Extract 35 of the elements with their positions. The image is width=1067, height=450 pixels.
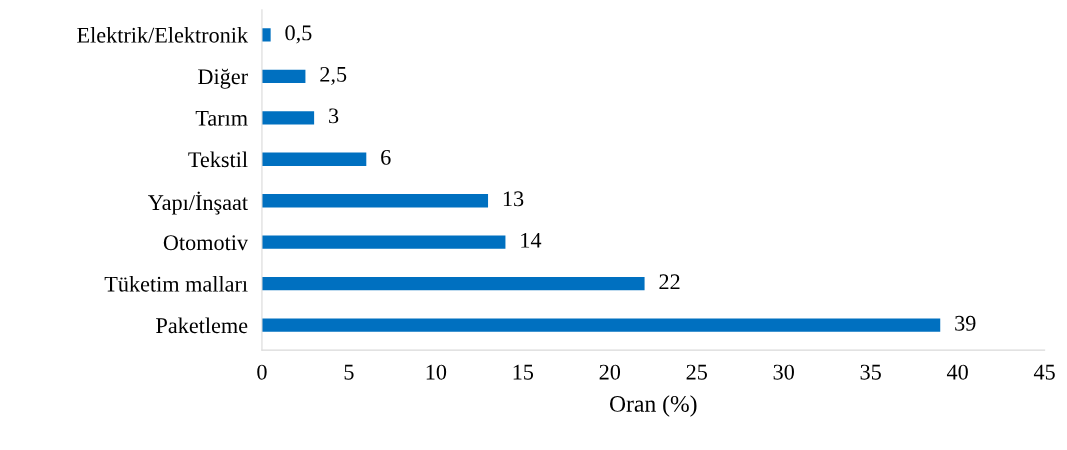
x-tick-label: 25 bbox=[686, 364, 707, 380]
y-tick-label: Yapı/İnşaat bbox=[148, 191, 248, 215]
y-tick-label: Tüketim malları bbox=[104, 276, 248, 292]
data-label: 22 bbox=[659, 274, 680, 290]
bar bbox=[261, 235, 506, 249]
data-label: 13 bbox=[503, 191, 524, 207]
y-tick-label: Diğer bbox=[198, 68, 248, 89]
data-label: 2,5 bbox=[320, 66, 347, 86]
y-tick-label: Tarım bbox=[195, 110, 248, 126]
x-tick-label: 5 bbox=[344, 364, 354, 380]
data-label: 39 bbox=[955, 315, 976, 331]
data-label: 6 bbox=[381, 149, 391, 165]
x-tick-label: 20 bbox=[599, 364, 621, 380]
x-tick-label: 15 bbox=[513, 364, 534, 380]
bar bbox=[261, 277, 645, 291]
x-tick-label: 45 bbox=[1033, 364, 1055, 380]
y-tick-label: Elektrik/Elektronik bbox=[77, 27, 249, 43]
data-label: 14 bbox=[521, 232, 542, 248]
x-tick-label: 40 bbox=[946, 364, 968, 380]
bar bbox=[261, 111, 315, 125]
x-tick-label: 30 bbox=[773, 364, 794, 380]
bar bbox=[261, 318, 941, 332]
x-tick-label: 10 bbox=[426, 364, 447, 380]
x-axis-title: Oran (%) bbox=[609, 395, 697, 417]
x-tick-label: 0 bbox=[257, 364, 267, 380]
x-tick-label: 35 bbox=[860, 364, 881, 380]
y-tick-label: Paketleme bbox=[156, 317, 248, 334]
y-tick-label: Otomotiv bbox=[163, 235, 249, 251]
bar bbox=[261, 152, 367, 166]
data-label: 0,5 bbox=[285, 25, 312, 44]
bar bbox=[261, 69, 306, 83]
bar bbox=[261, 28, 271, 42]
bar bbox=[261, 194, 489, 208]
data-label: 3 bbox=[329, 108, 339, 124]
y-tick-label: Tekstil bbox=[188, 151, 248, 168]
